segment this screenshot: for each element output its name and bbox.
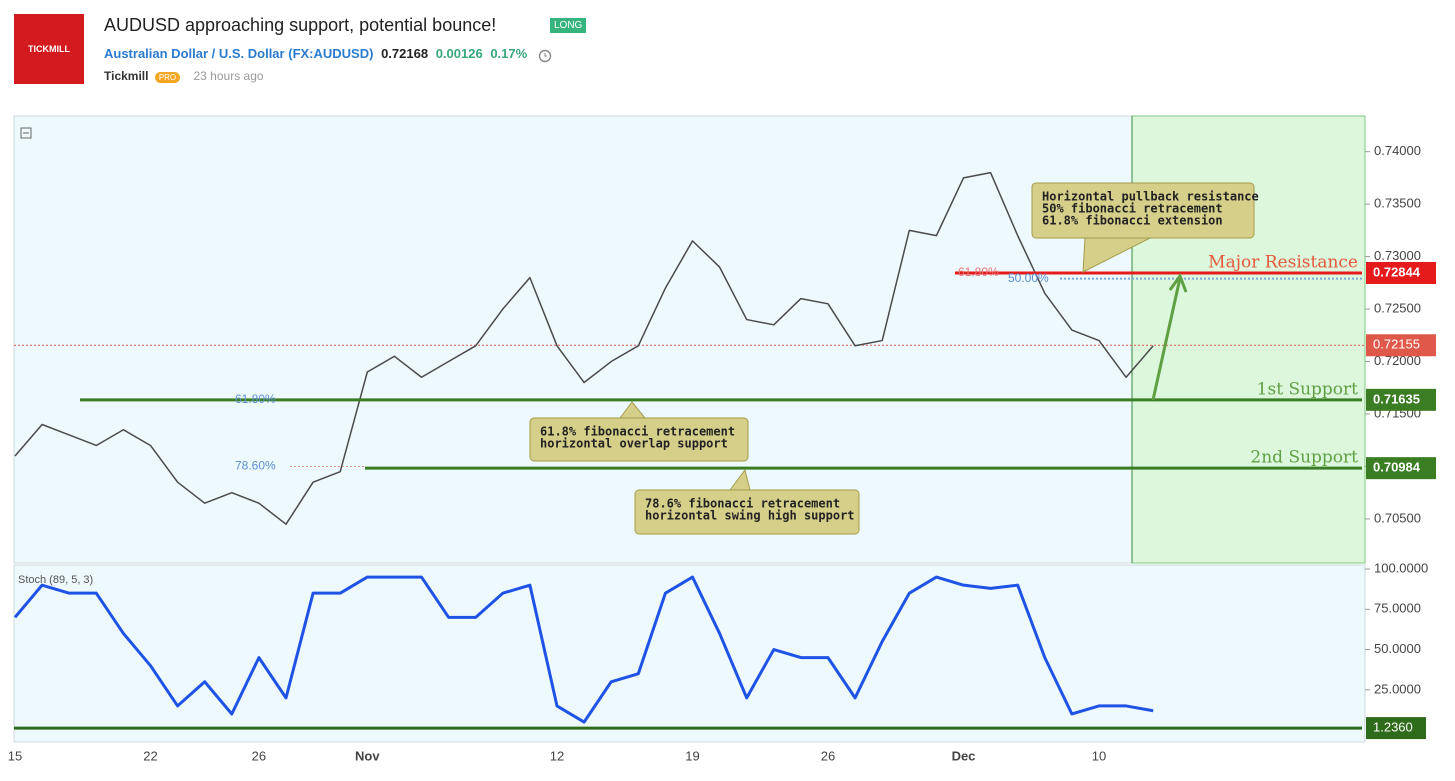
series-line — [13, 575, 1154, 724]
fib-label: 61.80% — [235, 392, 276, 406]
fib-label: 61.80% — [958, 265, 999, 279]
y-tick-label: 100.0000 — [1374, 560, 1428, 575]
author-line: Tickmill PRO 23 hours ago — [104, 69, 264, 83]
last-price-box — [1366, 334, 1436, 357]
x-tick-label: 19 — [685, 748, 699, 763]
stoch-level-label: 1.2360 — [1373, 720, 1413, 735]
level-label: 0.71635 — [1373, 391, 1420, 406]
callout-text: horizontal overlap support — [540, 437, 728, 451]
price: 0.72168 — [381, 46, 429, 61]
callout-text: 78.6% fibonacci retracement — [645, 497, 840, 511]
callout-pointer — [619, 401, 646, 419]
callout-text: 50% fibonacci retracement — [1042, 202, 1223, 216]
idea-title: AUDUSD approaching support, potential bo… — [104, 15, 497, 35]
symbol-line: Australian Dollar / U.S. Dollar (FX:AUDU… — [104, 46, 553, 63]
callout-box — [1031, 182, 1255, 239]
author[interactable]: Tickmill — [104, 69, 149, 83]
symbol-code[interactable]: (FX:AUDUSD) — [288, 46, 374, 61]
collapse-icon[interactable] — [20, 127, 32, 139]
callout-text: horizontal swing high support — [645, 509, 855, 523]
header: TICKMILL AUDUSD approaching support, pot… — [0, 0, 1455, 110]
x-tick-label: 15 — [8, 748, 22, 763]
level-name: 2nd Support — [1250, 448, 1358, 468]
callout-text: 61.8% fibonacci retracement — [540, 425, 735, 439]
x-tick-label: 26 — [252, 748, 266, 763]
stoch-pane — [13, 564, 1366, 743]
fib-label: 78.60% — [235, 459, 276, 473]
level-name: 1st Support — [1257, 379, 1358, 399]
stoch-title: Stoch (89, 5, 3) — [18, 574, 93, 586]
callout-text: 61.8% fibonacci extension — [1042, 214, 1223, 228]
callout-box — [634, 489, 860, 535]
pro-badge: PRO — [154, 72, 181, 83]
level-label: 0.70984 — [1373, 460, 1421, 475]
y-tick-label: 0.72500 — [1374, 301, 1421, 316]
change: 0.00126 — [435, 46, 483, 61]
y-tick-label: 0.70500 — [1374, 510, 1421, 525]
fib-label: 50.00% — [1008, 271, 1049, 285]
x-tick-label: 26 — [821, 748, 835, 763]
alarm-icon[interactable] — [537, 47, 553, 63]
level-label-box — [1366, 457, 1436, 480]
x-tick-label: 22 — [143, 748, 157, 763]
y-tick-label: 0.74000 — [1374, 143, 1421, 158]
x-tick-label: Nov — [355, 748, 380, 763]
y-tick-label: 75.0000 — [1374, 601, 1421, 616]
level-label-box — [1366, 388, 1436, 411]
x-tick-label: 10 — [1092, 748, 1106, 763]
last-price-label: 0.72155 — [1373, 337, 1420, 352]
y-tick-label: 0.72000 — [1374, 353, 1421, 368]
level-label: 0.72844 — [1373, 264, 1421, 279]
change-pct: 0.17% — [490, 46, 528, 61]
x-tick-label: 12 — [550, 748, 564, 763]
badge: LONG — [550, 18, 587, 33]
time: 23 hours ago — [193, 69, 264, 83]
y-tick-label: 0.73000 — [1374, 248, 1421, 263]
symbol-name[interactable]: Australian Dollar / U.S. Dollar — [104, 46, 285, 61]
series-line — [14, 171, 1154, 525]
x-tick-label: Dec — [952, 748, 976, 763]
forecast-arrow — [1151, 272, 1188, 401]
level-name: Major Resistance — [1208, 252, 1358, 272]
callout-pointer — [729, 468, 751, 491]
stoch-level-box — [1366, 717, 1426, 740]
y-tick-label: 50.0000 — [1374, 641, 1421, 656]
y-tick-label: 25.0000 — [1374, 681, 1421, 696]
callout-pointer — [1082, 237, 1151, 273]
callout-text: Horizontal pullback resistance — [1042, 190, 1259, 204]
y-tick-label: 0.73500 — [1374, 196, 1421, 211]
logo: TICKMILL — [14, 14, 84, 84]
callout-box — [529, 417, 749, 462]
level-label-box — [1366, 261, 1436, 284]
